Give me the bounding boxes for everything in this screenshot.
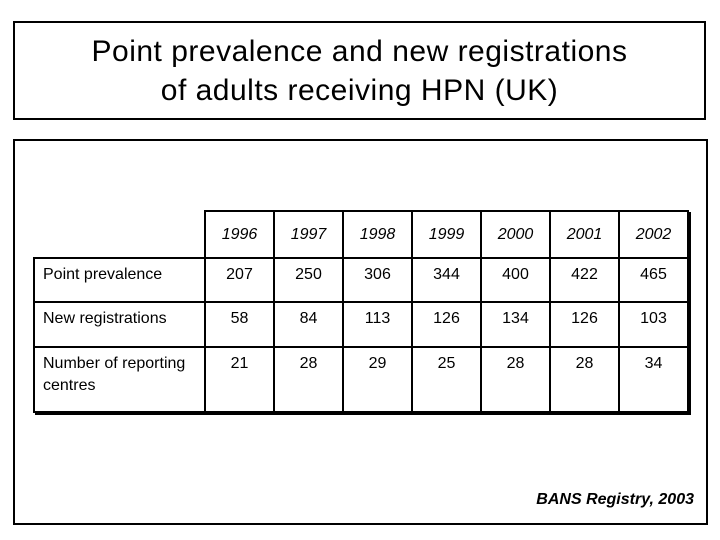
content-box: 1996 1997 1998 1999 2000 2001 2002 Point… xyxy=(13,139,708,525)
cell-value: 28 xyxy=(273,346,344,413)
cell-value: 126 xyxy=(411,301,482,348)
cell-value: 103 xyxy=(618,301,689,348)
cell-value: 250 xyxy=(273,257,344,303)
cell-value: 113 xyxy=(342,301,413,348)
slide-title-line-2: of adults receiving HPN (UK) xyxy=(160,73,559,107)
hpn-data-table: 1996 1997 1998 1999 2000 2001 2002 Point… xyxy=(33,210,689,413)
cell-value: 84 xyxy=(273,301,344,348)
column-header-2000: 2000 xyxy=(480,210,551,259)
cell-value: 207 xyxy=(204,257,275,303)
cell-value: 134 xyxy=(480,301,551,348)
slide-title-line-1: Point prevalence and new registrations xyxy=(91,34,628,68)
cell-value: 344 xyxy=(411,257,482,303)
cell-value: 58 xyxy=(204,301,275,348)
cell-value: 306 xyxy=(342,257,413,303)
cell-value: 465 xyxy=(618,257,689,303)
table-row: Point prevalence 207 250 306 344 400 422… xyxy=(33,257,689,303)
cell-value: 400 xyxy=(480,257,551,303)
column-header-1999: 1999 xyxy=(411,210,482,259)
cell-value: 34 xyxy=(618,346,689,413)
column-header-2002: 2002 xyxy=(618,210,689,259)
table-row: New registrations 58 84 113 126 134 126 … xyxy=(33,301,689,348)
cell-value: 126 xyxy=(549,301,620,348)
row-label-point-prevalence: Point prevalence xyxy=(33,257,206,303)
cell-value: 28 xyxy=(480,346,551,413)
column-header-1996: 1996 xyxy=(204,210,275,259)
cell-value: 28 xyxy=(549,346,620,413)
table-header-row: 1996 1997 1998 1999 2000 2001 2002 xyxy=(34,210,689,259)
row-label-reporting-centres: Number of reporting centres xyxy=(33,346,206,413)
column-header-2001: 2001 xyxy=(549,210,620,259)
cell-value: 29 xyxy=(342,346,413,413)
row-label-new-registrations: New registrations xyxy=(33,301,206,348)
title-box: Point prevalence and new registrations o… xyxy=(13,21,706,120)
table-row: Number of reporting centres 21 28 29 25 … xyxy=(33,346,689,413)
source-citation: BANS Registry, 2003 xyxy=(536,491,694,508)
cell-value: 21 xyxy=(204,346,275,413)
cell-value: 422 xyxy=(549,257,620,303)
cell-value: 25 xyxy=(411,346,482,413)
column-header-1998: 1998 xyxy=(342,210,413,259)
column-header-1997: 1997 xyxy=(273,210,344,259)
table-corner-cell xyxy=(34,211,205,258)
